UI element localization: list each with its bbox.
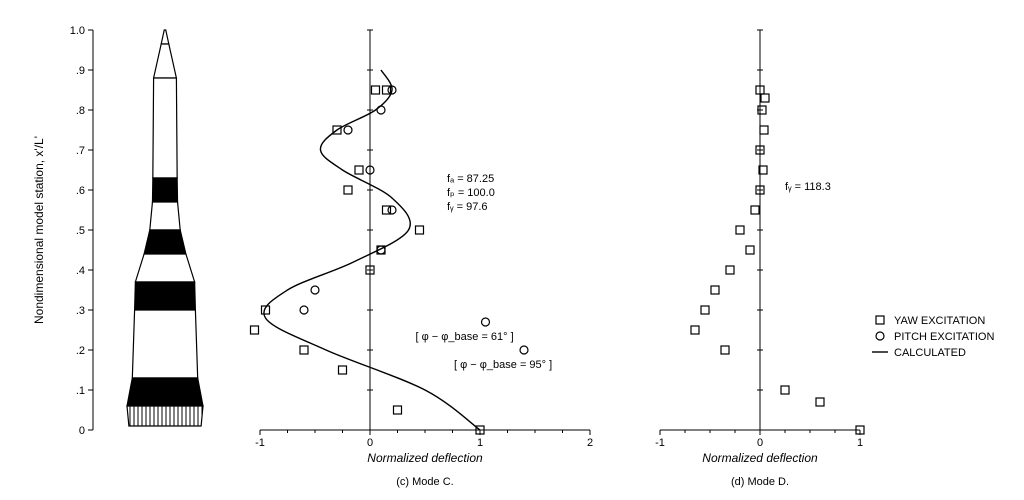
rocket-black-band2 <box>144 230 186 254</box>
chart-d-yaw-point <box>761 94 769 102</box>
chart-d-yaw-point <box>736 226 744 234</box>
rocket-upper-cyl <box>153 78 177 178</box>
chart-c-calculated-curve <box>264 70 480 430</box>
chart-c-yaw-point <box>372 86 380 94</box>
chart-c-freq-line: fₐ = 87.25 <box>447 173 494 185</box>
chart-c-yaw-point <box>251 326 259 334</box>
chart-c-pitch-point <box>344 126 352 134</box>
chart-d-yaw-point <box>726 266 734 274</box>
chart-c-pitch-point <box>377 106 385 114</box>
chart-c-x-tick-label: 1 <box>477 437 483 449</box>
y-tick-label: .6 <box>76 185 85 197</box>
chart-c-pitch-point <box>311 286 319 294</box>
chart-d-x-label: Normalized deflection <box>702 451 818 465</box>
chart-d-yaw-point <box>816 398 824 406</box>
y-tick-label: .1 <box>76 385 85 397</box>
chart-c-yaw-point <box>394 406 402 414</box>
chart-d-yaw-point <box>711 286 719 294</box>
chart-c-pitch-point <box>482 318 490 326</box>
chart-c-x-tick-label: -1 <box>255 437 265 449</box>
chart-c-freq-line: fᵧ = 97.6 <box>447 201 488 213</box>
chart-d-x-tick-label: -1 <box>655 437 665 449</box>
y-tick-label: .2 <box>76 345 85 357</box>
legend-label: PITCH EXCITATION <box>894 331 994 343</box>
chart-d-yaw-point <box>721 346 729 354</box>
chart-c-yaw-point <box>344 186 352 194</box>
rocket-long-white <box>132 310 197 378</box>
y-tick-label: .7 <box>76 145 85 157</box>
chart-c-yaw-point <box>355 166 363 174</box>
y-tick-label: .5 <box>76 225 85 237</box>
chart-c-x-tick-label: 0 <box>367 437 373 449</box>
y-tick-label: .8 <box>76 105 85 117</box>
chart-d-x-tick-label: 1 <box>857 437 863 449</box>
y-tick-label: .9 <box>76 65 85 77</box>
y-tick-label: .3 <box>76 305 85 317</box>
chart-d-yaw-point <box>701 306 709 314</box>
rocket-interstage <box>135 254 194 282</box>
chart-c-x-tick-label: 2 <box>587 437 593 449</box>
chart-d-yaw-point <box>781 386 789 394</box>
chart-c-yaw-point <box>300 346 308 354</box>
chart-c-yaw-point <box>339 366 347 374</box>
rocket-diagram <box>127 30 203 426</box>
chart-d-yaw-point <box>760 126 768 134</box>
y-tick-label: 1.0 <box>70 25 85 37</box>
chart-c-caption: (c) Mode C. <box>396 476 453 488</box>
chart-c-freq-line: fₚ = 100.0 <box>447 187 495 199</box>
y-tick-label: .4 <box>76 265 85 277</box>
legend-square-icon <box>876 316 884 324</box>
chart-c-phase-annot: [ φ − φ_base = 61° ] <box>416 331 514 343</box>
y-tick-label: 0 <box>79 425 85 437</box>
rocket-black-band1 <box>152 178 177 202</box>
legend: YAW EXCITATION PITCH EXCITATION CALCULATED <box>872 315 994 359</box>
chart-c-pitch-point <box>388 206 396 214</box>
chart-c-x-label: Normalized deflection <box>367 451 483 465</box>
y-axis-title: Nondimensional model station, x'/L' <box>32 136 46 324</box>
rocket-nose-cone <box>154 44 177 78</box>
legend-label: CALCULATED <box>894 347 966 359</box>
rocket-black-band3 <box>135 282 196 310</box>
legend-circle-icon <box>876 332 884 340</box>
chart-d-yaw-point <box>746 246 754 254</box>
chart-c-pitch-point <box>300 306 308 314</box>
chart-c-yaw-point <box>416 226 424 234</box>
chart-d-yaw-point <box>691 326 699 334</box>
chart-d-freq-line: fᵧ = 118.3 <box>785 181 831 193</box>
chart-d-caption: (d) Mode D. <box>731 476 789 488</box>
rocket-dark-skirt <box>127 378 203 406</box>
chart-d-yaw-point <box>751 206 759 214</box>
rocket-nose-cap <box>161 30 169 44</box>
chart-d-x-tick-label: 0 <box>757 437 763 449</box>
rocket-mid-white <box>150 202 180 230</box>
legend-label: YAW EXCITATION <box>894 315 985 327</box>
chart-c-phase-annot: [ φ − φ_base = 95° ] <box>454 359 552 371</box>
rocket-engine-band <box>127 406 203 426</box>
chart-c-pitch-point <box>520 346 528 354</box>
